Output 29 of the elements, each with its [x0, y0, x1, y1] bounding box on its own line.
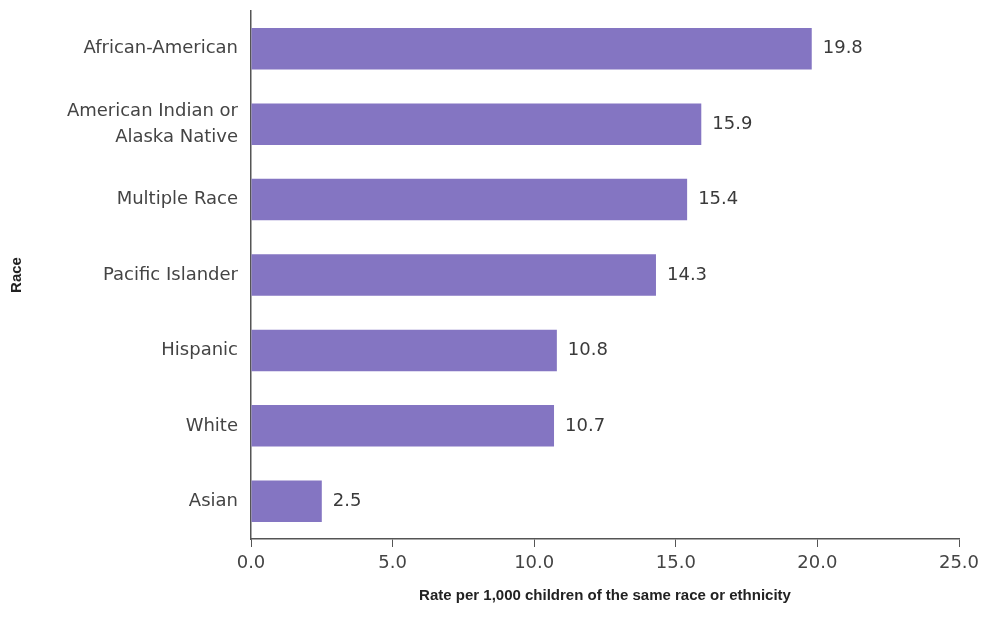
y-tick-label: Hispanic: [161, 338, 238, 360]
data-label: 10.8: [567, 338, 608, 360]
y-tick-label: African-American: [83, 36, 238, 58]
data-label: 14.3: [666, 262, 708, 284]
bar: [251, 103, 702, 145]
y-tick-label: Asian: [188, 488, 238, 510]
data-label: 15.9: [712, 111, 753, 133]
data-label: 2.5: [332, 488, 362, 510]
bar: [251, 329, 557, 372]
x-tick-label: 0.0: [236, 551, 266, 573]
x-tick-label: 5.0: [378, 551, 407, 573]
bar: [251, 254, 656, 296]
bar: [251, 178, 688, 221]
data-label: 19.8: [822, 36, 863, 58]
data-label: 15.4: [698, 187, 739, 209]
y-tick-label: American Indian or Alaska Native: [66, 98, 239, 146]
x-axis-title: Rate per 1,000 children of the same race or ethnicity: [419, 586, 792, 604]
bar: [251, 27, 812, 70]
y-tick-label: White: [185, 413, 238, 435]
y-tick-label: Multiple Race: [116, 187, 238, 209]
x-tick-label: 20.0: [797, 551, 838, 573]
x-tick-label: 10.0: [514, 551, 555, 573]
data-label: 10.7: [565, 413, 606, 435]
bar: [251, 405, 555, 447]
y-tick-label: Pacific Islander: [103, 262, 239, 284]
bar: [251, 480, 322, 523]
x-tick-label: 25.0: [938, 551, 980, 573]
y-axis-title: Race: [7, 257, 25, 293]
x-tick-label: 15.0: [655, 551, 696, 573]
